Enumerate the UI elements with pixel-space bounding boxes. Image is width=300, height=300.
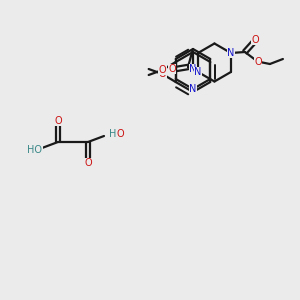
Text: O: O — [116, 129, 124, 139]
Text: N: N — [189, 84, 197, 94]
Text: O: O — [84, 158, 92, 168]
Text: O: O — [254, 57, 262, 67]
Text: O: O — [168, 64, 176, 74]
Text: O: O — [251, 35, 259, 45]
Text: O: O — [159, 65, 166, 75]
Text: H: H — [109, 129, 117, 139]
Text: N: N — [227, 48, 235, 58]
Text: N: N — [189, 64, 197, 74]
Text: N: N — [194, 67, 202, 77]
Text: N: N — [194, 67, 202, 77]
Text: O: O — [54, 116, 62, 126]
Text: HO: HO — [28, 145, 43, 155]
Text: O: O — [159, 69, 166, 79]
